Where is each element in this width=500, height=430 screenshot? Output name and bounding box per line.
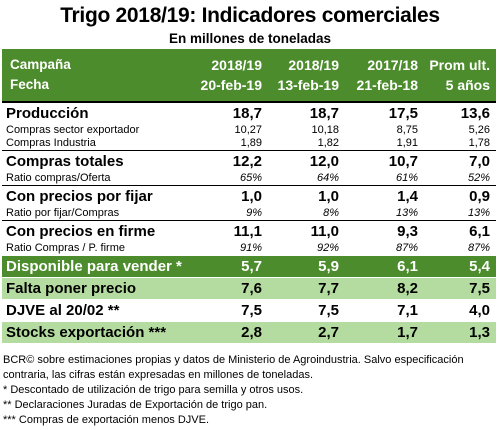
header-cell: 21-feb-18 [345,75,424,102]
table-cell: 11,1 [233,223,262,240]
table-cell: 7,5 [192,299,268,322]
header-cell: 2018/19 [268,49,345,75]
table-cell: 13% [424,207,496,221]
table-cell: 7,0 [469,153,490,170]
table-cell: 12,2 [232,153,262,170]
table-cell: 0,9 [469,188,490,205]
row-label: Ratio Compras / P. firme [6,242,126,254]
row-compras-totales: Compras totales 12,2 12,0 10,7 7,0 [2,151,496,173]
table-cell: 92% [316,242,339,254]
table-cell: 5,26 [468,124,490,136]
row-label: Con precios por fijar [6,188,153,205]
header-label-campana: Campaña [2,49,192,75]
row-label: Con precios en firme [6,223,156,240]
table-cell: 4,0 [424,299,496,322]
table-cell: 7,5 [268,299,345,322]
row-label: Producción [2,101,192,124]
header-row-fecha: Fecha 20-feb-19 13-feb-19 21-feb-18 5 añ… [2,75,496,102]
row-label: Ratio compras/Oferta [2,172,192,186]
table-cell: 18,7 [268,101,345,124]
footnote-stocks: *** Compras de exportación menos DJVE. [3,414,210,426]
table-cell: 8,75 [396,124,418,136]
header-cell: 5 años [424,75,496,102]
table-cell: 91% [239,242,262,254]
row-compras-exportador: Compras sector exportador 10,27 10,18 8,… [2,124,496,137]
table-cell: 9,3 [397,223,418,240]
table-cell: 10,27 [234,124,262,136]
table-cell: 5,9 [268,255,345,278]
row-label: Disponible para vender * [2,255,192,278]
header-cell: 20-feb-19 [192,75,268,102]
table-cell: 52% [424,172,496,186]
indicators-table: Campaña 2018/19 2018/19 2017/18 Prom ult… [2,49,496,343]
table-cell: 17,5 [345,101,424,124]
table-cell: 1,91 [345,137,424,151]
row-falta-poner-precio: Falta poner precio 7,6 7,7 8,2 7,5 [2,277,496,300]
table-cell: 13,6 [424,101,496,124]
row-con-precios-por-fijar: Con precios por fijar 1,0 1,0 1,4 0,9 [2,186,496,208]
table-cell: 1,78 [424,137,496,151]
table-cell: 7,6 [192,277,268,300]
footnote-disponible: * Descontado de utilización de trigo par… [3,384,304,396]
table-cell: 7,7 [268,277,345,300]
footnote-source-cont: contraria, las cifras están expresadas e… [3,369,314,381]
footnote-source: BCR© sobre estimaciones propias y datos … [3,354,464,366]
table-cell: 61% [345,172,424,186]
footnote-djve: ** Declaraciones Juradas de Exportación … [3,399,268,411]
header-cell: 2017/18 [345,49,424,75]
table-cell: 1,89 [192,137,268,151]
page-subtitle: En millones de toneladas [168,31,332,46]
row-label: Compras Industria [2,137,192,151]
row-disponible-para-vender: Disponible para vender * 5,7 5,9 6,1 5,4 [2,255,496,278]
row-con-precios-en-firme: Con precios en firme 11,1 11,0 9,3 6,1 [2,221,496,243]
row-compras-industria: Compras Industria 1,89 1,82 1,91 1,78 [2,137,496,151]
row-djve: DJVE al 20/02 ** 7,5 7,5 7,1 4,0 [2,299,496,322]
table-cell: 5,7 [192,255,268,278]
page-title: Trigo 2018/19: Indicadores comerciales [60,4,440,27]
table-cell: 18,7 [192,101,268,124]
table-cell: 9% [192,207,268,221]
header-cell: 13-feb-19 [268,75,345,102]
header-cell: Prom ult. [424,49,496,75]
table-cell: 1,0 [241,188,262,205]
table-cell: 87% [467,242,490,254]
table-cell: 6,1 [345,255,424,278]
table-cell: 1,3 [424,321,496,343]
table-cell: 65% [192,172,268,186]
table-cell: 12,0 [309,153,339,170]
table-cell: 8,2 [345,277,424,300]
table-cell: 10,18 [311,124,339,136]
header-cell: 2018/19 [192,49,268,75]
header-label-fecha: Fecha [2,75,192,102]
row-stocks-exportacion: Stocks exportación *** 2,8 2,7 1,7 1,3 [2,321,496,343]
row-ratio-compras-pfirme: Ratio Compras / P. firme 91% 92% 87% 87% [2,242,496,256]
row-label: Compras totales [6,153,124,170]
table-cell: 1,4 [397,188,418,205]
table-cell: 1,7 [345,321,424,343]
table-cell: 8% [268,207,345,221]
table-cell: 64% [268,172,345,186]
row-label: Stocks exportación *** [2,321,192,343]
table-cell: 7,1 [345,299,424,322]
footnotes: BCR© sobre estimaciones propias y datos … [3,353,497,428]
row-ratio-fijar-compras: Ratio por fijar/Compras 9% 8% 13% 13% [2,207,496,221]
table-cell: 1,0 [318,188,339,205]
table-cell: 7,5 [424,277,496,300]
table-cell: 2,8 [192,321,268,343]
table-cell: 1,82 [268,137,345,151]
row-label: DJVE al 20/02 ** [2,299,192,322]
row-label: Compras sector exportador [6,124,140,136]
table-cell: 2,7 [268,321,345,343]
table-cell: 13% [345,207,424,221]
row-label: Ratio por fijar/Compras [2,207,192,221]
table-cell: 6,1 [469,223,490,240]
table-cell: 11,0 [310,223,339,240]
header-row-campana: Campaña 2018/19 2018/19 2017/18 Prom ult… [2,49,496,75]
table-cell: 5,4 [424,255,496,278]
row-ratio-compras-oferta: Ratio compras/Oferta 65% 64% 61% 52% [2,172,496,186]
row-produccion: Producción 18,7 18,7 17,5 13,6 [2,101,496,124]
row-label: Falta poner precio [2,277,192,300]
table-cell: 10,7 [388,153,418,170]
table-cell: 87% [395,242,418,254]
